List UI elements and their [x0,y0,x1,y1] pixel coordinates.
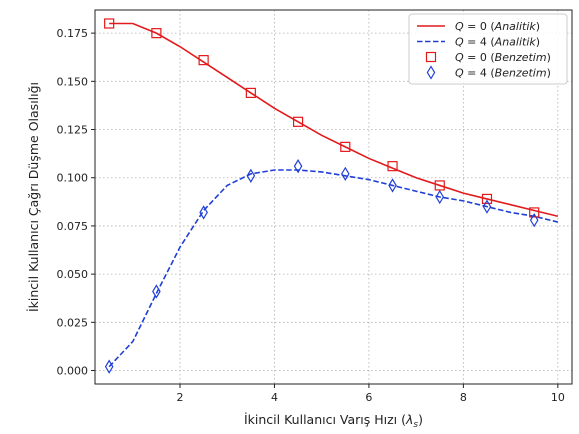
legend: Q = 0 (Analitik)Q = 4 (Analitik)Q = 0 (B… [408,13,568,85]
data-point [482,199,492,214]
legend-marker-swatch [425,51,437,63]
series-4 [104,158,539,374]
legend-label-part: = 4 ( [464,67,495,80]
y-tick-label: 0.075 [57,220,89,233]
x-axis-label: İkincil Kullanıcı Varış Hızı (λs) [244,412,423,430]
legend-label-part: ) [536,20,540,33]
y-axis-label: İkincil Kullanıcı Çağrı Düşme Olasılığı [26,82,41,312]
data-point [198,55,209,66]
data-point [246,168,256,183]
x-tick-label: 10 [551,391,565,404]
legend-label-part: Q [455,36,464,49]
data-point [104,359,114,374]
y-tick-label: 0.100 [57,172,89,185]
legend-label-part: Q [455,67,464,80]
series-layer [104,18,559,374]
legend-label-part: ) [547,67,551,80]
legend-label-part: ) [536,36,540,49]
legend-label-part: Q [455,20,464,33]
data-point [292,116,304,127]
data-point [435,189,445,205]
series-3 [104,18,540,218]
x-axis-label-symbol: λ [405,412,413,427]
legend-item: Q = 4 (Benzetim) [426,65,551,80]
legend-label-part: Analitik [494,20,537,33]
legend-label: Q = 4 (Analitik) [455,36,540,49]
x-axis-label-close: ) [418,412,423,427]
series-2 [108,169,559,368]
data-point [199,205,208,220]
series-line [108,169,559,368]
data-point [104,18,115,29]
legend-label: Q = 0 (Analitik) [455,20,540,33]
data-point [340,141,351,152]
legend-label-part: = 0 ( [464,51,495,64]
legend-label-part: = 4 ( [464,36,495,49]
legend-box [408,13,568,85]
y-tick-label: 0.150 [57,75,89,88]
y-tick-label: 0.025 [57,316,89,329]
legend-label-part: Q [455,51,464,64]
data-point [293,158,303,174]
data-point [341,166,350,182]
x-axis-label-main: İkincil Kullanıcı Varış Hızı ( [244,412,406,427]
data-point [529,212,539,228]
data-point [481,193,493,205]
x-tick-label: 6 [365,391,372,404]
legend-label-part: = 0 ( [464,20,495,33]
legend-label-part: Analitik [494,36,537,49]
legend-label-part: Benzetim [495,51,547,64]
x-tick-label: 4 [271,391,278,404]
legend-marker-swatch [426,65,436,80]
ticks: 2 4 6 8 10 0.000 0.025 0.050 0.075 0.100 0.125 0.15… [57,27,565,404]
data-point [388,178,397,193]
plot-frame [94,9,573,385]
legend-label: Q = 4 (Benzetim) [455,67,551,80]
y-tick-label: 0.175 [57,27,89,40]
data-point [152,284,161,299]
data-point [529,207,540,218]
y-tick-label: 0.000 [57,365,89,378]
data-point [387,161,398,172]
legend-item: Q = 0 (Benzetim) [425,51,551,64]
x-axis-label-subscript: s [413,420,418,430]
y-tick-label: 0.125 [57,124,89,137]
legend-item: Q = 0 (Analitik) [417,20,540,33]
legend-label-part: ) [547,51,551,64]
y-tick-label: 0.050 [57,268,89,281]
legend-label: Q = 0 (Benzetim) [455,51,551,64]
legend-label-part: Benzetim [495,67,547,80]
x-tick-label: 2 [177,391,184,404]
data-point [245,87,256,98]
x-tick-label: 8 [460,391,467,404]
legend-item: Q = 4 (Analitik) [417,36,540,49]
data-point [151,28,162,39]
